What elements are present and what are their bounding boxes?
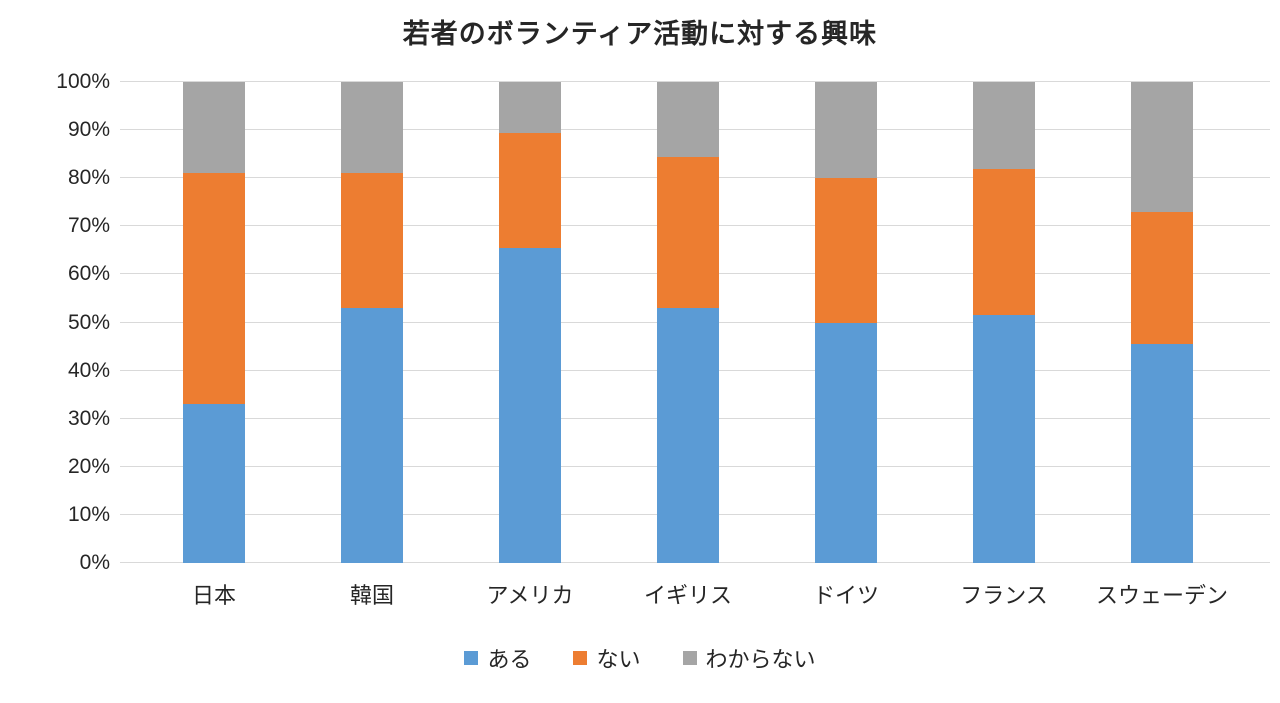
y-tick-label: 40% <box>67 358 110 382</box>
legend-swatch-icon <box>464 651 479 665</box>
legend-swatch-icon <box>573 651 588 665</box>
bar-slot <box>135 82 293 563</box>
bar-segment <box>499 247 561 563</box>
y-tick-label: 60% <box>67 262 110 286</box>
bar-slot <box>767 82 925 563</box>
x-category-label: スウェーデン <box>1095 583 1228 608</box>
bar-segment <box>973 82 1035 169</box>
x-category-label: 日本 <box>191 583 236 608</box>
bar-segment <box>815 82 877 179</box>
bar-segment <box>1131 344 1193 563</box>
bar-segment <box>657 156 719 309</box>
y-tick-label: 0% <box>79 551 110 574</box>
bar-segment <box>341 82 403 174</box>
y-tick-label: 70% <box>67 214 110 238</box>
bar-segment <box>341 173 403 309</box>
bar-segment <box>657 82 719 157</box>
bar-slot <box>451 82 609 563</box>
y-tick-label: 30% <box>67 406 110 430</box>
legend-label: ない <box>596 647 641 672</box>
stacked-bar-7 <box>1131 82 1193 563</box>
x-category-label: ドイツ <box>812 583 879 608</box>
bar-slot <box>1083 82 1241 563</box>
x-axis-labels: 日本 韓国 アメリカ イギリス ドイツ フランス スウェーデン <box>135 578 1241 610</box>
bar-segment <box>183 82 245 174</box>
y-tick-label: 10% <box>67 502 110 526</box>
bar-segment <box>1131 211 1193 345</box>
bar-segment <box>973 315 1035 563</box>
y-axis: 0% 10% 20% 30% 40% 50% 60% 70% 80% 90% 100% <box>0 70 110 574</box>
y-tick-label: 100% <box>56 70 110 93</box>
bar-segment <box>973 168 1035 316</box>
legend-item: ある <box>464 642 531 674</box>
y-tick-label: 80% <box>67 166 110 190</box>
bar-segment <box>657 308 719 563</box>
bar-segment <box>815 322 877 563</box>
bar-segment <box>1131 82 1193 212</box>
legend: ある ない わからない <box>0 642 1280 674</box>
stacked-bar-4 <box>657 82 719 563</box>
plot-area <box>120 81 1270 563</box>
stacked-bar-2 <box>341 82 403 563</box>
bar-segment <box>499 82 561 133</box>
y-tick-label: 90% <box>67 118 110 142</box>
bar-segment <box>499 132 561 248</box>
bar-segment <box>341 308 403 563</box>
bar-slot <box>609 82 767 563</box>
legend-label: わからない <box>705 647 816 672</box>
gridline <box>120 81 1270 82</box>
bars-container <box>135 82 1241 563</box>
legend-item: わからない <box>682 642 816 674</box>
legend-swatch-icon <box>682 651 697 665</box>
bar-slot <box>925 82 1083 563</box>
stacked-bar-6 <box>973 82 1035 563</box>
x-category-label: イギリス <box>643 583 732 608</box>
x-category-label: 韓国 <box>349 583 394 608</box>
x-category-label: アメリカ <box>486 583 574 608</box>
y-tick-label: 50% <box>67 310 110 334</box>
bar-segment <box>815 178 877 323</box>
chart-title: 若者のボランティア活動に対する興味 <box>402 19 878 49</box>
stacked-bar-3 <box>499 82 561 563</box>
bar-segment <box>183 404 245 563</box>
bar-slot <box>293 82 451 563</box>
y-tick-label: 20% <box>67 454 110 478</box>
stacked-bar-5 <box>815 82 877 563</box>
bar-segment <box>183 173 245 405</box>
x-category-label: フランス <box>960 583 1048 608</box>
legend-item: ない <box>573 642 641 674</box>
legend-label: ある <box>487 647 532 672</box>
stacked-bar-1 <box>183 82 245 563</box>
